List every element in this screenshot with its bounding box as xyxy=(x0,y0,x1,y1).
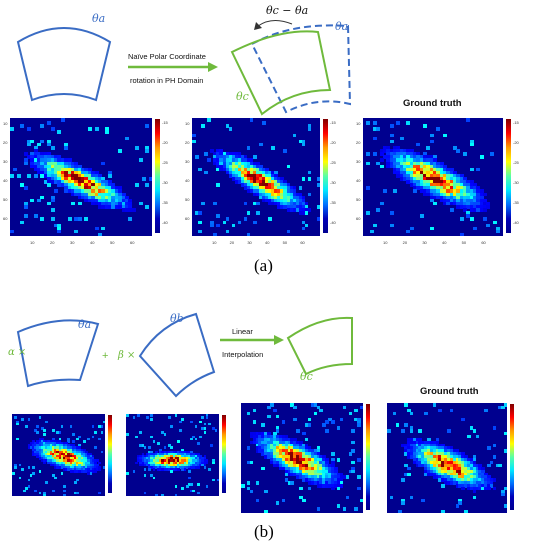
ground-truth-label-b: Ground truth xyxy=(420,386,479,397)
cbar-tick-a3: -30 xyxy=(513,180,519,185)
y-tick-a3: 40 xyxy=(356,178,361,183)
x-tick-a1: 40 xyxy=(90,240,95,245)
label-theta-a: θa xyxy=(92,12,106,25)
interp-label-line2: Interpolation xyxy=(222,350,264,359)
cbar-tick-a1: -30 xyxy=(162,180,168,185)
cbar-tick-a3: -25 xyxy=(513,160,519,165)
cbar-tick-a1: -35 xyxy=(162,200,168,205)
cbar-tick-a2: -35 xyxy=(330,200,336,205)
heatmap-b2 xyxy=(126,414,219,496)
label-theta-a-b: θa xyxy=(78,318,92,331)
y-tick-a2: 50 xyxy=(185,197,190,202)
heatmap-a1 xyxy=(10,118,152,236)
colorbar-b1 xyxy=(108,415,112,493)
ground-truth-label-a: Ground truth xyxy=(403,98,462,109)
x-tick-a3: 40 xyxy=(442,240,447,245)
y-tick-a3: 30 xyxy=(356,159,361,164)
x-tick-a3: 20 xyxy=(402,240,408,245)
interp-label-line1: Linear xyxy=(232,327,253,336)
y-tick-a1: 30 xyxy=(3,159,8,164)
x-tick-a1: 10 xyxy=(30,240,35,245)
x-tick-a1: 50 xyxy=(110,240,115,245)
x-tick-a3: 50 xyxy=(461,240,467,245)
label-theta-b: θb xyxy=(170,312,184,325)
cbar-tick-a1: -25 xyxy=(162,160,168,165)
colorbar-b4 xyxy=(510,404,514,510)
x-tick-a3: 60 xyxy=(481,240,486,245)
x-tick-a2: 20 xyxy=(229,240,235,245)
colorbar-a2 xyxy=(323,119,328,233)
sector-theta-b xyxy=(138,312,216,398)
x-tick-a1: 20 xyxy=(50,240,55,245)
cbar-tick-a3: -20 xyxy=(513,140,519,145)
label-theta-c-b: θc xyxy=(300,370,313,383)
heatmap-b4 xyxy=(387,403,507,513)
y-tick-a2: 60 xyxy=(185,216,190,221)
sector-theta-a-b xyxy=(16,319,100,388)
cbar-tick-a2: -30 xyxy=(330,180,336,185)
curved-arrow xyxy=(257,20,293,27)
cbar-tick-a3: -15 xyxy=(513,120,519,125)
cbar-tick-a1: -15 xyxy=(162,120,168,125)
x-tick-a2: 50 xyxy=(282,240,288,245)
caption-b: (b) xyxy=(254,522,274,541)
sector-theta-c xyxy=(230,30,332,116)
cbar-tick-a3: -35 xyxy=(513,200,519,205)
y-tick-a2: 20 xyxy=(185,140,190,145)
colorbar-b3 xyxy=(366,404,370,510)
arrow-label-line2: rotation in PH Domain xyxy=(130,76,204,85)
heatmap-b1 xyxy=(12,414,105,496)
x-tick-a1: 30 xyxy=(70,240,75,245)
y-tick-a3: 50 xyxy=(356,197,361,202)
colorbar-b2 xyxy=(222,415,226,493)
x-tick-a2: 30 xyxy=(247,240,252,245)
x-tick-a3: 30 xyxy=(422,240,427,245)
y-tick-a1: 40 xyxy=(3,178,8,183)
y-tick-a2: 10 xyxy=(185,121,190,126)
curved-arrowhead xyxy=(254,22,262,30)
y-tick-a2: 30 xyxy=(185,159,190,164)
label-alpha: α × xyxy=(8,347,27,358)
cbar-tick-a2: -40 xyxy=(330,220,336,225)
y-tick-a1: 50 xyxy=(3,197,8,202)
caption-a: (a) xyxy=(254,256,273,275)
sector-theta-c-b xyxy=(286,316,353,376)
y-tick-a3: 20 xyxy=(356,140,361,145)
label-plus: + xyxy=(102,350,109,362)
label-rotation: θc − θa xyxy=(266,4,309,17)
colorbar-a1 xyxy=(155,119,160,233)
cbar-tick-a1: -20 xyxy=(162,140,168,145)
cbar-tick-a2: -15 xyxy=(330,120,336,125)
y-tick-a3: 60 xyxy=(356,216,361,221)
y-tick-a1: 20 xyxy=(3,140,8,145)
label-theta-a-dashed: θa xyxy=(335,20,349,33)
label-theta-c: θc xyxy=(236,90,249,103)
cbar-tick-a1: -40 xyxy=(162,220,168,225)
y-tick-a2: 40 xyxy=(185,178,190,183)
sector-theta-a xyxy=(16,27,112,102)
heatmap-a3 xyxy=(363,118,503,236)
arrow-label-line1: Naïve Polar Coordinate xyxy=(128,52,206,61)
y-tick-a3: 10 xyxy=(356,121,361,126)
colorbar-a3 xyxy=(506,119,511,233)
x-tick-a2: 60 xyxy=(300,240,305,245)
x-tick-a2: 10 xyxy=(212,240,217,245)
sector-theta-a-dashed xyxy=(250,24,352,114)
y-tick-a1: 10 xyxy=(3,121,8,126)
x-tick-a3: 10 xyxy=(383,240,388,245)
y-tick-a1: 60 xyxy=(3,216,8,221)
x-tick-a1: 60 xyxy=(130,240,135,245)
label-beta: β × xyxy=(118,350,136,361)
heatmap-b3 xyxy=(241,403,363,513)
heatmap-a2 xyxy=(192,118,320,236)
cbar-tick-a3: -40 xyxy=(513,220,519,225)
cbar-tick-a2: -20 xyxy=(330,140,336,145)
rotation-arrowhead xyxy=(208,62,218,72)
interp-arrowhead xyxy=(274,335,284,345)
cbar-tick-a2: -25 xyxy=(330,160,336,165)
x-tick-a2: 40 xyxy=(265,240,270,245)
